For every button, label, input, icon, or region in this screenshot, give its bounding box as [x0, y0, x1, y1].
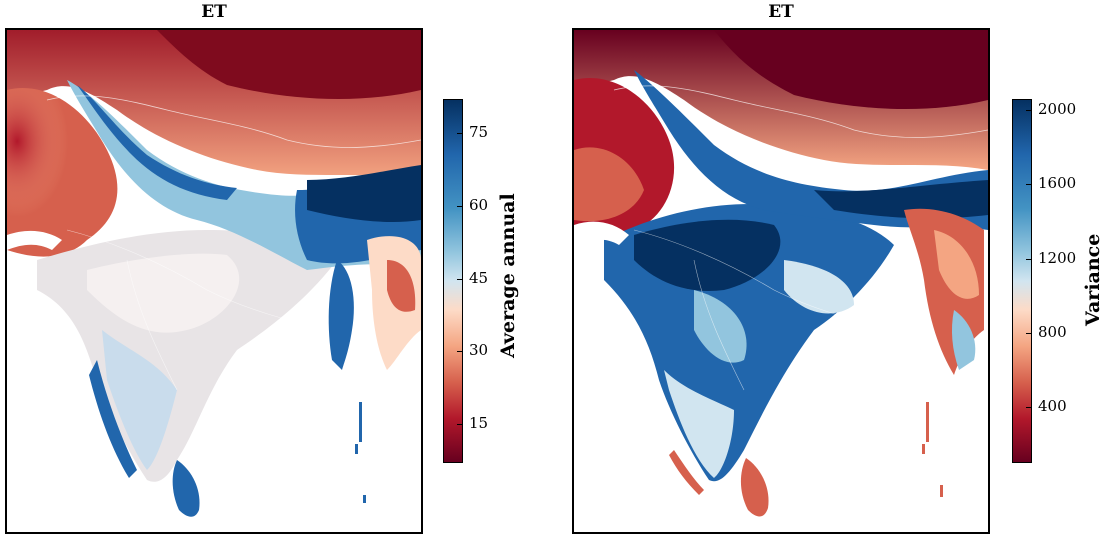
- colorbar-tick-label: 75: [469, 123, 489, 141]
- left-colorbar: [443, 99, 463, 463]
- colorbar-tick: [1026, 259, 1032, 260]
- colorbar-tick: [457, 206, 463, 207]
- colorbar-tick: [457, 424, 463, 425]
- colorbar-tick-label: 15: [469, 414, 489, 432]
- colorbar-tick-label: 1200: [1038, 249, 1077, 267]
- colorbar-tick-label: 60: [469, 196, 489, 214]
- colorbar-tick-label: 1600: [1038, 174, 1077, 192]
- colorbar-tick-label: 400: [1038, 397, 1067, 415]
- colorbar-tick-label: 800: [1038, 323, 1067, 341]
- colorbar-tick: [457, 133, 463, 134]
- left-colorbar-title: Average annual: [497, 193, 519, 358]
- colorbar-tick: [1026, 333, 1032, 334]
- colorbar-tick: [457, 351, 463, 352]
- colorbar-tick: [1026, 407, 1032, 408]
- right-colorbar: [1012, 99, 1032, 463]
- colorbar-tick-label: 30: [469, 341, 489, 359]
- right-colorbar-title: Variance: [1082, 233, 1104, 326]
- left-map: [5, 28, 423, 534]
- left-panel-title: ET: [201, 2, 227, 22]
- colorbar-tick: [457, 279, 463, 280]
- right-map: [572, 28, 990, 534]
- colorbar-tick: [1026, 184, 1032, 185]
- colorbar-tick-label: 45: [469, 269, 489, 287]
- right-panel-title: ET: [768, 2, 794, 22]
- colorbar-tick-label: 2000: [1038, 100, 1077, 118]
- colorbar-tick: [1026, 110, 1032, 111]
